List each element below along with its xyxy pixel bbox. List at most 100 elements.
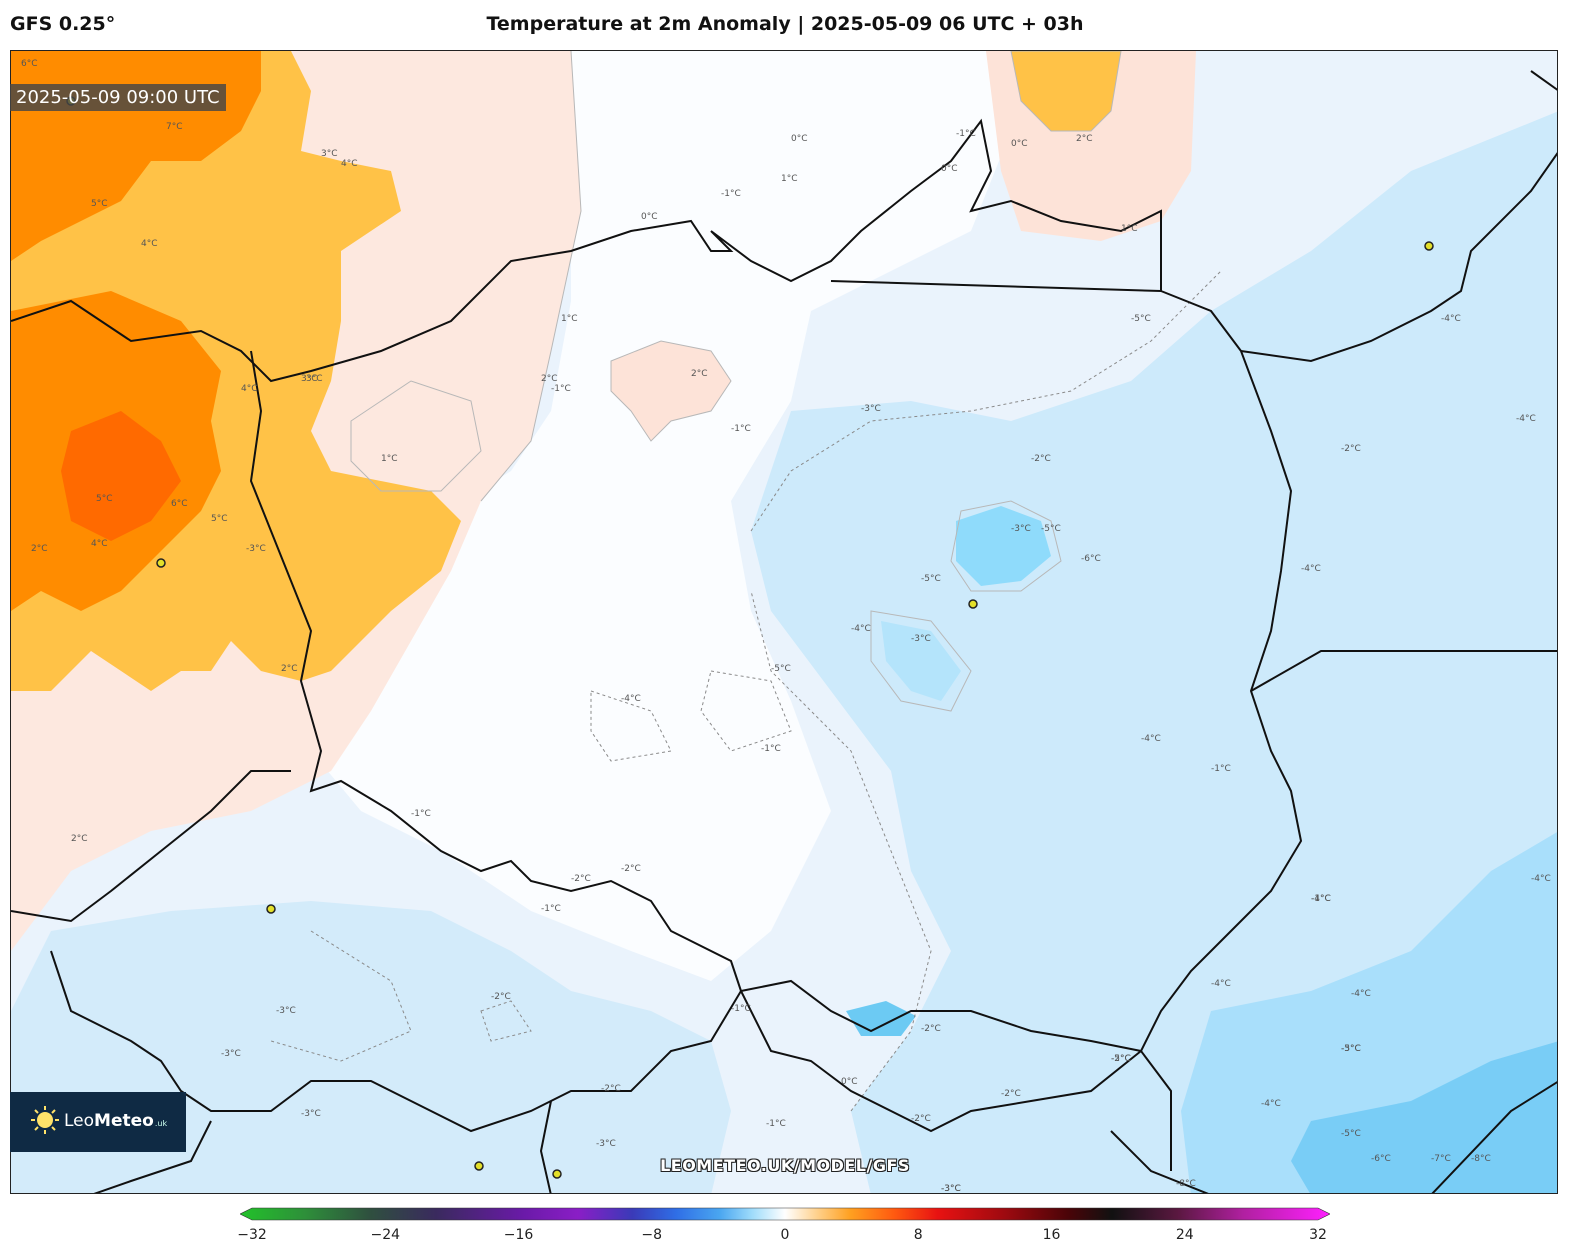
contour-label: -2°C bbox=[921, 1024, 941, 1034]
contour-label: -4°C bbox=[1351, 989, 1371, 999]
contour-label: -6°C bbox=[1371, 1154, 1391, 1164]
positive-contours bbox=[350, 51, 1122, 712]
city-marker[interactable] bbox=[474, 1161, 484, 1171]
contour-label: -4°C bbox=[621, 694, 641, 704]
contour-label: -8°C bbox=[1471, 1154, 1491, 1164]
colorbar-tick-label: −24 bbox=[370, 1227, 401, 1243]
contour-label: 0°C bbox=[1011, 139, 1028, 149]
contour-label: -3°C bbox=[1341, 1044, 1361, 1054]
cool-zone-south bbox=[11, 901, 731, 1193]
contour-label: 0°C bbox=[941, 164, 958, 174]
contour-label: -1°C bbox=[721, 189, 741, 199]
contour-label: -1°C bbox=[956, 129, 976, 139]
contour-label: 2°C bbox=[71, 834, 88, 844]
contour-label: 0°C bbox=[641, 212, 658, 222]
city-marker[interactable] bbox=[968, 599, 978, 609]
contour-label: 5°C bbox=[96, 494, 113, 504]
chart-title: Temperature at 2m Anomaly | 2025-05-09 0… bbox=[486, 13, 1084, 35]
contour-label: -1°C bbox=[411, 809, 431, 819]
warm-strongest-core bbox=[61, 411, 181, 541]
colorbar-tick-label: 16 bbox=[1042, 1227, 1061, 1243]
contour-label: -3°C bbox=[1011, 524, 1031, 534]
city-marker[interactable] bbox=[1424, 241, 1434, 251]
contour-label: -3°C bbox=[941, 1184, 961, 1194]
contour-label: 1°C bbox=[1121, 224, 1138, 234]
contour-label: -4°C bbox=[1301, 564, 1321, 574]
contour-label: -2°C bbox=[1341, 444, 1361, 454]
contour-label: -3°C bbox=[941, 1184, 961, 1194]
contour-label: -4°C bbox=[1441, 314, 1461, 324]
contour-label: 2°C bbox=[1076, 134, 1093, 144]
contour-label: 2°C bbox=[31, 544, 48, 554]
anomaly-map[interactable]: 6°C 7°C 5°C 4°C 4°C 3°C 1°C 2°C 0°C 1°C 2°C 1°C 0°C -… bbox=[10, 50, 1558, 1194]
site-watermark: LEOMETEO.UK/MODEL/GFS bbox=[660, 1156, 910, 1175]
contour-label: -1°C bbox=[1311, 894, 1331, 904]
city-marker[interactable] bbox=[266, 904, 276, 914]
contour-label: 3°C bbox=[321, 149, 338, 159]
country-borders bbox=[11, 70, 1557, 1193]
city-marker[interactable] bbox=[156, 558, 166, 568]
contour-label: -3°C bbox=[276, 1006, 296, 1016]
contour-label: -4°C bbox=[1516, 414, 1536, 424]
colorbar-tick-label: 0 bbox=[780, 1227, 790, 1243]
contour-label: -5°C bbox=[1111, 1054, 1131, 1064]
contour-label: 7°C bbox=[166, 122, 183, 132]
cool-core-south bbox=[881, 621, 961, 701]
contour-label: 1°C bbox=[381, 454, 398, 464]
contour-label: 5°C bbox=[91, 199, 108, 209]
contour-label: 3°C bbox=[306, 374, 323, 384]
contour-label: -1°C bbox=[541, 904, 561, 914]
contour-label: -5°C bbox=[1131, 314, 1151, 324]
contour-label: -2°C bbox=[1111, 1054, 1131, 1064]
contour-label: 1°C bbox=[561, 314, 578, 324]
contour-label: -2°C bbox=[621, 864, 641, 874]
contour-label: -4°C bbox=[851, 624, 871, 634]
negative-contours bbox=[270, 270, 1222, 1112]
colorbar-tick-label: −32 bbox=[237, 1227, 267, 1243]
contour-label: -2°C bbox=[911, 1114, 931, 1124]
contour-label: -1°C bbox=[731, 1004, 751, 1014]
contour-label: 2°C bbox=[691, 369, 708, 379]
city-marker[interactable] bbox=[552, 1169, 562, 1179]
colorbar bbox=[240, 1207, 1330, 1221]
contour-label: -5°C bbox=[771, 664, 791, 674]
contour-label: -5°C bbox=[921, 574, 941, 584]
contour-label: 6°C bbox=[21, 59, 38, 69]
contour-label: -3°C bbox=[911, 634, 931, 644]
contour-label: -2°C bbox=[571, 874, 591, 884]
contour-label: 4°C bbox=[241, 384, 258, 394]
neutral-zone bbox=[271, 51, 1011, 981]
contour-label: -1°C bbox=[551, 384, 571, 394]
cool-zone-east bbox=[751, 111, 1557, 1193]
contour-label: 2°C bbox=[541, 374, 558, 384]
contour-label: -1°C bbox=[766, 1119, 786, 1129]
contour-label: -2°C bbox=[1001, 1089, 1021, 1099]
contour-label: 0°C bbox=[841, 1077, 858, 1087]
leometeo-logo[interactable]: LeoMeteo.uk bbox=[10, 1092, 186, 1152]
colorbar-tick-label: −16 bbox=[503, 1227, 534, 1243]
map-canvas: 6°C 7°C 5°C 4°C 4°C 3°C 1°C 2°C 0°C 1°C 2°C 1°C 0°C -… bbox=[11, 51, 1557, 1194]
contour-label: 0°C bbox=[791, 134, 808, 144]
warm-light-center bbox=[611, 341, 731, 441]
contour-label: -7°C bbox=[1431, 1154, 1451, 1164]
contour-label: -1°C bbox=[731, 424, 751, 434]
contour-label: -4°C bbox=[1311, 894, 1331, 904]
contour-label: -3°C bbox=[221, 1049, 241, 1059]
contour-labels: 6°C 7°C 5°C 4°C 4°C 3°C 1°C 2°C 0°C 1°C 2°C 1°C 0°C -… bbox=[21, 59, 1551, 1194]
contour-label: -2°C bbox=[1031, 454, 1051, 464]
contour-label: 4°C bbox=[141, 239, 158, 249]
contour-label: 3°C bbox=[301, 374, 318, 384]
contour-label: 4°C bbox=[91, 539, 108, 549]
contour-label: -3°C bbox=[301, 1109, 321, 1119]
contour-label: 1°C bbox=[781, 174, 798, 184]
contour-label: -2°C bbox=[601, 1084, 621, 1094]
contour-label: -4°C bbox=[1531, 874, 1551, 884]
valid-time-label: 2025-05-09 09:00 UTC bbox=[10, 84, 226, 111]
colorbar-tick-label: 24 bbox=[1175, 1227, 1194, 1243]
contour-label: 6°C bbox=[171, 499, 188, 509]
contour-label: -1°C bbox=[1211, 764, 1231, 774]
contour-label: -5°C bbox=[1041, 524, 1061, 534]
contour-label: -3°C bbox=[246, 544, 266, 554]
sun-icon bbox=[31, 1106, 59, 1134]
colorbar-tick-label: 32 bbox=[1309, 1227, 1327, 1243]
